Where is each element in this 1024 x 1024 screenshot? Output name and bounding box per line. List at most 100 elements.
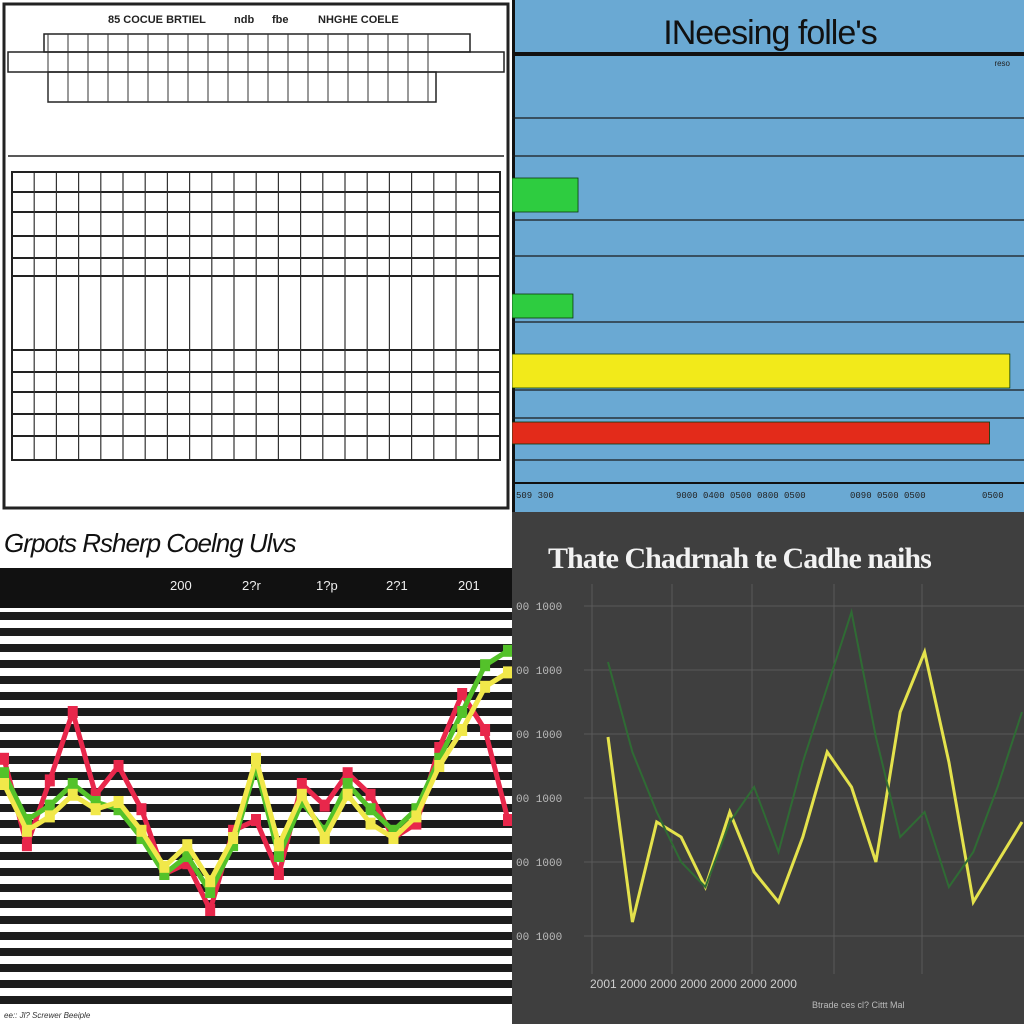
candle-point <box>67 778 78 790</box>
candle-point <box>434 742 445 754</box>
background-band <box>0 964 512 972</box>
candle-point <box>411 803 422 816</box>
header-row <box>7 51 505 73</box>
candle-point <box>365 803 376 816</box>
bar-marks <box>512 177 1011 445</box>
line-series <box>606 608 1024 923</box>
candle-point <box>182 857 193 870</box>
candle-point <box>503 814 512 826</box>
bar <box>512 177 579 213</box>
candle-point <box>342 767 353 780</box>
candle-point <box>90 788 101 801</box>
candle-point <box>182 839 193 852</box>
background-band <box>0 996 512 1004</box>
y-tick-label: 00 1000 <box>516 932 562 944</box>
line-chart-panel: Thate Chadrnah te Cadhe naihs 00 1000 00… <box>512 512 1024 1024</box>
candle-point <box>90 803 101 816</box>
candle-point <box>457 724 468 736</box>
table-header-label: NHGHE COELE <box>318 14 399 26</box>
candle-footer-label: ee:: Jl? Screwer Beeiple <box>4 1011 91 1020</box>
candle-point <box>205 904 216 916</box>
y-tick-label: 00 1000 <box>516 666 562 678</box>
background-band <box>0 644 512 652</box>
background-band <box>0 660 512 668</box>
bar <box>512 353 1011 389</box>
candle-point <box>342 788 353 801</box>
candle-point <box>296 778 307 790</box>
background-band <box>0 628 512 636</box>
data-table-svg: 85 COCUE BRTIEL ndb fbe NHGHE COELE <box>2 2 510 510</box>
x-tick-label: 201 <box>458 578 480 593</box>
candle-point <box>388 832 399 844</box>
candle-point <box>434 752 445 765</box>
candle-point <box>228 832 239 844</box>
x-tick-label: 2001 2000 2000 2000 2000 2000 2000 <box>590 977 797 991</box>
candle-point <box>273 868 284 880</box>
candle-point <box>365 817 376 830</box>
x-tick-label: 509 300 <box>516 491 554 501</box>
table-grid <box>7 33 505 461</box>
x-tick-label: 9000 0400 0500 0800 0500 <box>676 491 806 501</box>
candle-point <box>319 832 330 844</box>
background-band <box>0 724 512 732</box>
background-band <box>0 932 512 940</box>
bar-chart-panel: INeesing folle's reso 509 300 9000 0400 … <box>512 0 1024 512</box>
candle-point <box>503 644 512 657</box>
x-tick-label: 0090 0500 0500 <box>850 491 926 501</box>
header-row <box>47 71 437 103</box>
title-divider <box>512 52 1024 56</box>
bar-chart-svg: INeesing folle's reso 509 300 9000 0400 … <box>512 0 1024 512</box>
candle-chart-title: Grpots Rsherp Coelng Ulvs <box>4 528 296 558</box>
table-header-label: 85 COCUE BRTIEL <box>108 14 206 26</box>
x-tick-label: 0500 <box>982 491 1004 501</box>
candle-point <box>273 850 284 862</box>
candle-point <box>44 810 55 823</box>
y-tick-label: 00 1000 <box>516 858 562 870</box>
candle-point <box>388 824 399 837</box>
candle-point <box>67 788 78 801</box>
candle-point <box>411 817 422 830</box>
background-band <box>0 612 512 620</box>
line-gridlines <box>584 584 1024 974</box>
candle-point <box>113 796 124 808</box>
candle-point <box>113 760 124 772</box>
candle-point <box>182 850 193 862</box>
candle-point <box>159 868 170 880</box>
table-header-labels: 85 COCUE BRTIEL ndb fbe NHGHE COELE <box>108 14 399 26</box>
candle-point <box>21 839 32 852</box>
candle-point <box>296 788 307 801</box>
background-band <box>0 980 512 988</box>
background-band <box>0 804 512 812</box>
candle-point <box>67 706 78 718</box>
candle-point <box>434 760 445 772</box>
background-band <box>0 692 512 700</box>
candle-point <box>44 774 55 787</box>
candle-point <box>342 778 353 790</box>
x-tick-label: 2?r <box>242 578 261 593</box>
candle-chart-svg: Grpots Rsherp Coelng Ulvs 200 2?r 1?p 2?… <box>0 528 512 1020</box>
candle-point <box>90 796 101 808</box>
candle-point <box>251 814 261 826</box>
background-band <box>0 900 512 908</box>
y-tick-label: 00 1000 <box>516 794 562 806</box>
table-body-frame <box>11 171 501 461</box>
candle-point <box>503 666 512 679</box>
candle-point <box>136 803 147 816</box>
x-tick-label: 2?1 <box>386 578 408 593</box>
candle-point <box>319 799 330 812</box>
background-band <box>0 884 512 892</box>
candle-point <box>0 767 9 780</box>
x-tick-label: 1?p <box>316 578 338 593</box>
candle-point <box>159 860 170 873</box>
candle-point <box>0 752 9 765</box>
candle-point <box>21 814 32 826</box>
line-chart-title: Thate Chadrnah te Cadhe naihs <box>548 542 931 575</box>
candle-point <box>136 832 147 844</box>
candle-point <box>205 886 216 898</box>
background-band <box>0 740 512 748</box>
candle-point <box>296 796 307 808</box>
background-band <box>0 708 512 716</box>
line-footer-label: Btrade ces cl? Cittt Mal <box>812 1000 905 1010</box>
candle-point <box>365 788 376 801</box>
candle-point <box>411 810 422 823</box>
